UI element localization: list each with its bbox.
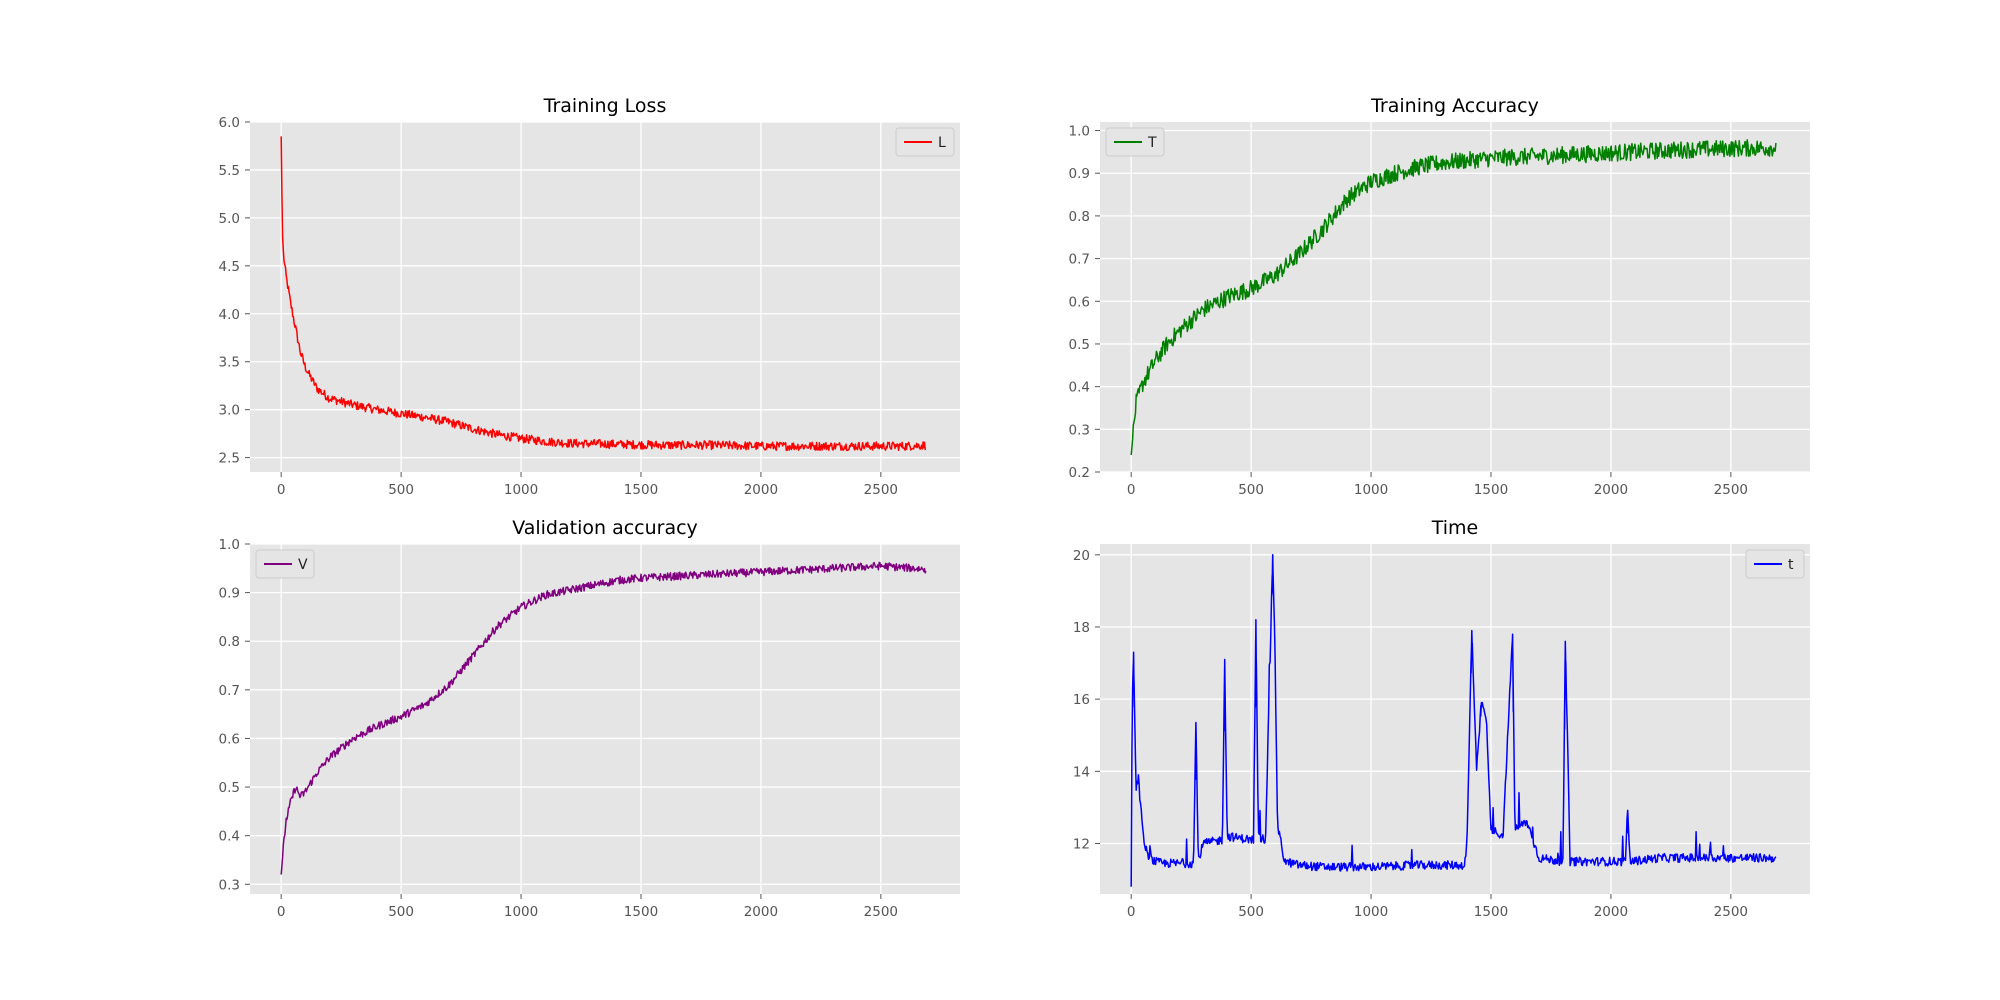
chart-title: Training Loss: [543, 95, 667, 117]
y-tick-label: 4.0: [219, 307, 240, 323]
x-tick-label: 500: [1238, 904, 1264, 920]
chart-panel-2: 0 500 1000 1500 2000 2500 0.2 0.3 0.4 0.5 0.6 0.7 0.…: [1069, 95, 1810, 498]
legend-label: L: [938, 135, 946, 151]
chart-panel-3: 0 500 1000 1500 2000 2500 0.3 0.4 0.5 0.6 0.7 0.8 0.…: [219, 517, 960, 920]
x-tick-label: 2000: [744, 904, 778, 920]
y-tick-label: 0.7: [219, 683, 240, 699]
x-tick-label: 1500: [624, 904, 658, 920]
y-tick-label: 0.8: [219, 634, 240, 650]
chart-panel-4: 0 500 1000 1500 2000 2500 12 14 16 18 20 Time t: [1073, 517, 1810, 920]
series-line-L: [280, 136, 927, 452]
x-tick-label: 0: [277, 904, 286, 920]
y-tick-label: 0.3: [219, 877, 240, 893]
y-tick-label: 12: [1073, 836, 1090, 852]
y-tick-label: 20: [1073, 548, 1090, 564]
y-tick-label: 2.5: [219, 451, 240, 467]
x-tick-label: 2000: [1594, 904, 1628, 920]
x-tick-label: 500: [1238, 482, 1264, 498]
y-tick-label: 0.9: [219, 586, 240, 602]
y-tick-label: 0.9: [1069, 166, 1090, 182]
y-tick-label: 0.2: [1069, 465, 1090, 481]
chart-panel-1: 0 500 1000 1500 2000 2500 2.5 3.0 3.5 4.0 4.5 5.0 5.…: [219, 95, 960, 498]
y-tick-label: 0.3: [1069, 422, 1090, 438]
y-tick-label: 0.8: [1069, 209, 1090, 225]
y-tick-label: 0.4: [1069, 380, 1090, 396]
legend: T: [1105, 127, 1165, 157]
legend-label: t: [1788, 557, 1794, 573]
legend: t: [1745, 549, 1805, 579]
y-tick-label: 1.0: [219, 537, 240, 553]
legend-label: V: [298, 557, 308, 573]
legend-label: T: [1147, 135, 1157, 151]
y-tick-label: 3.5: [219, 355, 240, 371]
x-tick-label: 1000: [1354, 904, 1388, 920]
x-tick-label: 0: [1127, 482, 1136, 498]
x-tick-label: 1500: [1474, 482, 1508, 498]
y-tick-label: 0.5: [219, 780, 240, 796]
x-tick-label: 2500: [864, 904, 898, 920]
x-tick-label: 0: [1127, 904, 1136, 920]
x-tick-label: 1000: [504, 904, 538, 920]
y-tick-label: 0.7: [1069, 252, 1090, 268]
x-tick-label: 2500: [1714, 482, 1748, 498]
plot-area: [1100, 122, 1810, 472]
y-tick-label: 0.6: [1069, 294, 1090, 310]
legend: V: [255, 549, 315, 579]
series-line-V: [280, 561, 927, 875]
x-tick-label: 1000: [1354, 482, 1388, 498]
chart-title: Time: [1431, 517, 1479, 539]
x-tick-label: 2000: [744, 482, 778, 498]
x-tick-label: 2000: [1594, 482, 1628, 498]
y-tick-label: 14: [1073, 764, 1090, 780]
plot-area: [250, 122, 960, 472]
x-tick-label: 1500: [624, 482, 658, 498]
y-tick-label: 18: [1073, 620, 1090, 636]
x-tick-label: 2500: [864, 482, 898, 498]
x-tick-label: 1000: [504, 482, 538, 498]
chart-title: Validation accuracy: [512, 517, 698, 539]
y-tick-label: 5.5: [219, 163, 240, 179]
y-tick-label: 0.6: [219, 731, 240, 747]
series-line-t: [1130, 554, 1777, 887]
y-tick-label: 16: [1073, 692, 1090, 708]
chart-title: Training Accuracy: [1370, 95, 1539, 117]
y-tick-label: 6.0: [219, 115, 240, 131]
x-tick-label: 500: [388, 904, 414, 920]
plot-area: [250, 544, 960, 894]
x-tick-label: 0: [277, 482, 286, 498]
legend: L: [895, 127, 955, 157]
y-tick-label: 4.5: [219, 259, 240, 275]
x-tick-label: 500: [388, 482, 414, 498]
y-tick-label: 3.0: [219, 403, 240, 419]
x-tick-label: 2500: [1714, 904, 1748, 920]
series-line-T: [1130, 139, 1777, 455]
y-tick-label: 0.5: [1069, 337, 1090, 353]
y-tick-label: 5.0: [219, 211, 240, 227]
plot-area: [1100, 544, 1810, 894]
y-tick-label: 0.4: [219, 829, 240, 845]
x-tick-label: 1500: [1474, 904, 1508, 920]
y-tick-label: 1.0: [1069, 124, 1090, 140]
